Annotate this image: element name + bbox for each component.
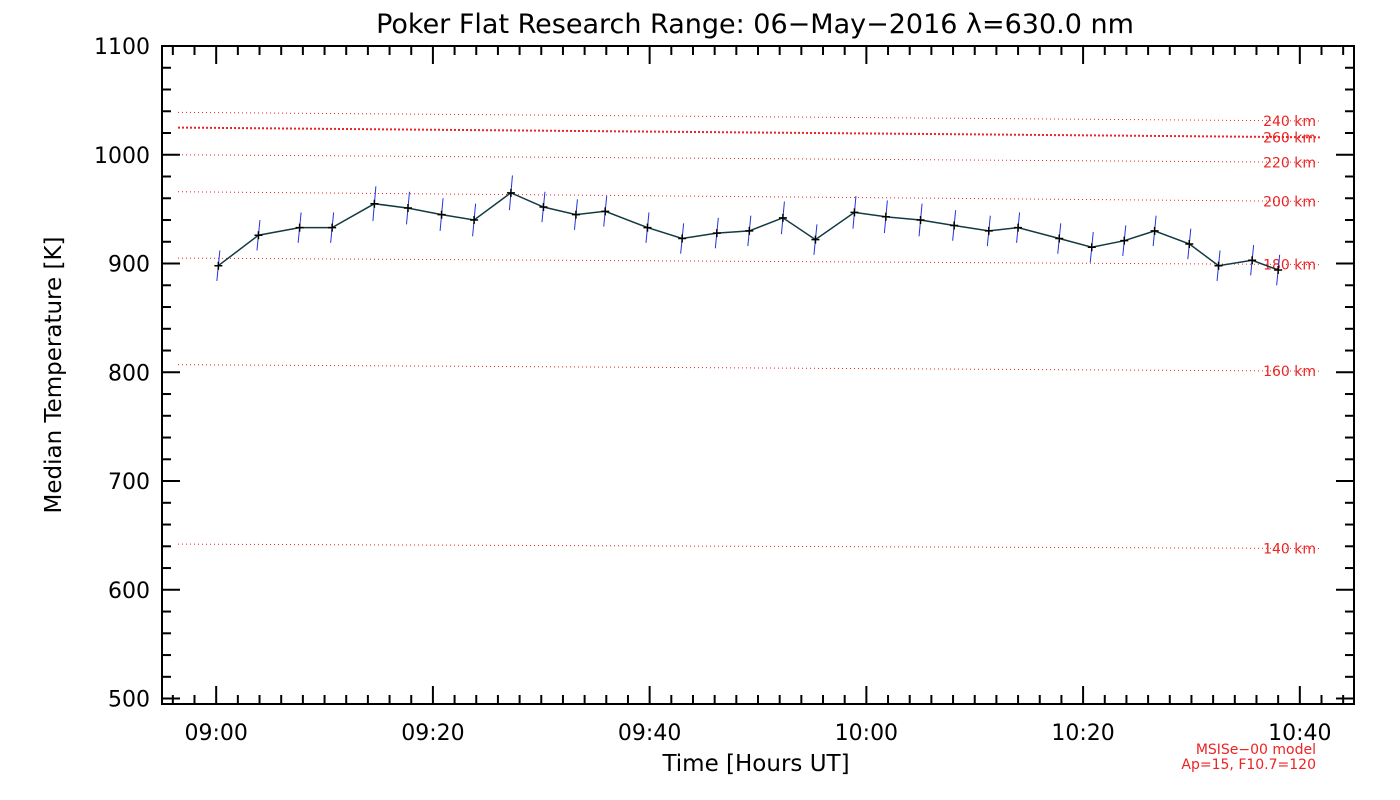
reference-label-160km: 160 km xyxy=(1263,364,1316,380)
x-tick-label: 10:40 xyxy=(1268,721,1331,746)
data-point xyxy=(745,226,754,235)
data-point xyxy=(1014,223,1023,232)
parameters-footnote: Ap=15, F10.7=120 xyxy=(1181,757,1316,773)
model-footnote: MSISe−00 model xyxy=(1196,742,1316,758)
y-tick-label: 1100 xyxy=(94,35,150,60)
data-point xyxy=(712,229,721,238)
data-point xyxy=(984,226,993,235)
data-point xyxy=(571,210,580,219)
data-point xyxy=(539,202,548,211)
y-tick-label: 600 xyxy=(108,579,150,604)
data-point xyxy=(328,223,337,232)
data-series xyxy=(214,175,1283,286)
data-point xyxy=(1214,261,1223,270)
x-tick-label: 09:20 xyxy=(401,721,464,746)
reference-label-240km: 240 km xyxy=(1263,114,1316,130)
data-point xyxy=(1120,236,1129,245)
x-axis-ticks: 09:00 09:20 09:40 10:00 10:20 10:40 xyxy=(171,46,1345,746)
data-point xyxy=(601,207,610,216)
data-point xyxy=(1274,266,1283,275)
data-point xyxy=(1150,226,1159,235)
reference-label-200km: 200 km xyxy=(1263,195,1316,211)
data-point xyxy=(881,212,890,221)
data-point xyxy=(506,188,515,197)
data-point xyxy=(678,234,687,243)
y-tick-label: 500 xyxy=(108,688,150,713)
reference-label-140km: 140 km xyxy=(1263,541,1316,557)
y-tick-label: 700 xyxy=(108,470,150,495)
data-point xyxy=(643,223,652,232)
data-point xyxy=(1087,243,1096,252)
reference-label-220km: 220 km xyxy=(1263,155,1316,171)
reference-line-140km xyxy=(177,543,1323,549)
data-point xyxy=(916,216,925,225)
reference-lines: 140 km 160 km 180 km 200 km 220 km 240 km260 … xyxy=(177,111,1323,557)
reference-line-240km xyxy=(177,111,1323,122)
data-point xyxy=(950,221,959,230)
data-point xyxy=(295,223,304,232)
x-axis-label: Time [Hours UT] xyxy=(661,751,849,777)
data-point xyxy=(1185,239,1194,248)
reference-line-220km xyxy=(177,154,1323,163)
data-point xyxy=(778,213,787,222)
data-point xyxy=(403,204,412,213)
reference-label-180km: 180 km xyxy=(1263,258,1316,274)
chart-title: Poker Flat Research Range: 06−May−2016 λ… xyxy=(376,9,1134,40)
data-point xyxy=(254,231,263,240)
x-tick-label: 10:20 xyxy=(1051,721,1114,746)
x-tick-label: 09:00 xyxy=(184,721,247,746)
reference-line-180km xyxy=(177,257,1323,266)
data-point xyxy=(850,208,859,217)
data-point xyxy=(1248,256,1257,265)
reference-line-160km xyxy=(177,364,1323,372)
x-tick-label: 09:40 xyxy=(618,721,681,746)
plot-frame xyxy=(161,45,1355,705)
data-point xyxy=(437,210,446,219)
data-point xyxy=(470,216,479,225)
y-axis-ticks: 500 600 700 800 900 1000 1100 xyxy=(94,35,1354,713)
x-tick-label: 10:00 xyxy=(835,721,898,746)
reference-label-260km: 260 km xyxy=(1263,130,1316,146)
data-point xyxy=(1055,234,1064,243)
series-line xyxy=(217,191,1279,271)
y-axis-label: Median Temperature [K] xyxy=(41,237,67,514)
y-tick-label: 800 xyxy=(108,361,150,386)
data-point xyxy=(214,261,223,270)
data-point xyxy=(370,199,379,208)
reference-line-260km xyxy=(177,126,1323,139)
data-point xyxy=(811,235,820,244)
y-tick-label: 1000 xyxy=(94,144,150,169)
y-tick-label: 900 xyxy=(108,253,150,278)
reference-line-200km xyxy=(177,191,1323,203)
